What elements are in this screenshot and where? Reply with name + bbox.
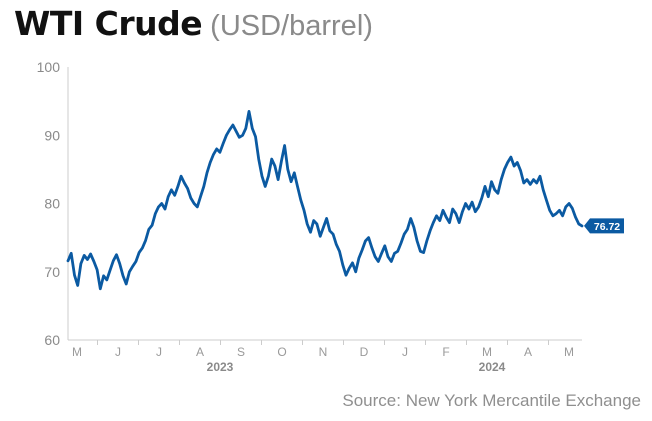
last-value-badge bbox=[584, 218, 624, 234]
x-month-label: D bbox=[360, 345, 369, 359]
x-month-label: J bbox=[115, 345, 121, 359]
x-year-label: 2023 bbox=[207, 360, 234, 374]
x-month-label: O bbox=[277, 345, 286, 359]
y-tick-label: 90 bbox=[44, 127, 60, 143]
x-month-label: S bbox=[237, 345, 245, 359]
chart-title: WTI Crude bbox=[14, 4, 203, 43]
x-month-label: N bbox=[319, 345, 328, 359]
x-month-label: M bbox=[482, 345, 492, 359]
x-year-label: 2024 bbox=[479, 360, 506, 374]
x-month-label: A bbox=[196, 345, 204, 359]
y-tick-label: 80 bbox=[44, 196, 60, 212]
source-note: Source: New York Mercantile Exchange bbox=[342, 391, 641, 410]
series-line bbox=[66, 110, 584, 291]
y-tick-label: 70 bbox=[44, 264, 60, 280]
y-tick-label: 60 bbox=[44, 332, 60, 348]
y-axis: 60 70 80 90 100 bbox=[37, 59, 69, 348]
x-month-label: M bbox=[564, 345, 574, 359]
chart-subtitle: (USD/barrel) bbox=[210, 10, 373, 42]
x-month-label: J bbox=[402, 345, 408, 359]
series-layer bbox=[66, 110, 584, 291]
last-value-text: 76.72 bbox=[594, 221, 620, 233]
x-month-label: F bbox=[442, 345, 449, 359]
chart-title-row: WTI Crude (USD/barrel) bbox=[14, 4, 373, 43]
x-axis: M J J A S O N D J F M A M 2023 2024 bbox=[68, 339, 582, 374]
y-tick-label: 100 bbox=[37, 59, 61, 75]
x-month-label: A bbox=[524, 345, 532, 359]
last-value-label: 76.72 bbox=[584, 218, 624, 234]
x-month-label: J bbox=[156, 345, 162, 359]
x-month-label: M bbox=[72, 345, 82, 359]
